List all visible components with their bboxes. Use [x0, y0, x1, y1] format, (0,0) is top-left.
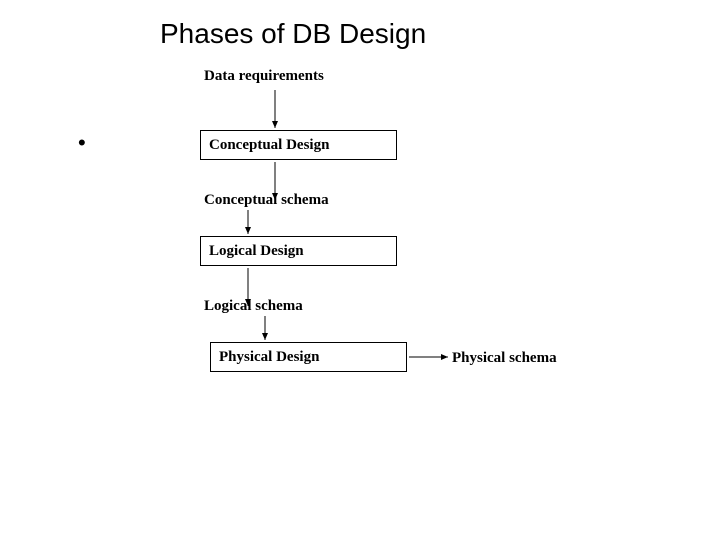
label-conceptual-schema: Conceptual schema: [204, 192, 329, 209]
label-physical-schema: Physical schema: [452, 350, 557, 367]
box-conceptual-design-text: Conceptual Design: [209, 137, 329, 154]
box-physical-design: Physical Design: [210, 342, 407, 372]
diagram-title: Phases of DB Design: [160, 18, 426, 50]
box-logical-design-text: Logical Design: [209, 243, 304, 260]
arrows-layer: [0, 0, 720, 540]
label-data-requirements: Data requirements: [204, 68, 324, 85]
box-physical-design-text: Physical Design: [219, 349, 319, 366]
label-logical-schema: Logical schema: [204, 298, 303, 315]
box-conceptual-design: Conceptual Design: [200, 130, 397, 160]
box-logical-design: Logical Design: [200, 236, 397, 266]
bullet-dot: •: [78, 130, 86, 156]
